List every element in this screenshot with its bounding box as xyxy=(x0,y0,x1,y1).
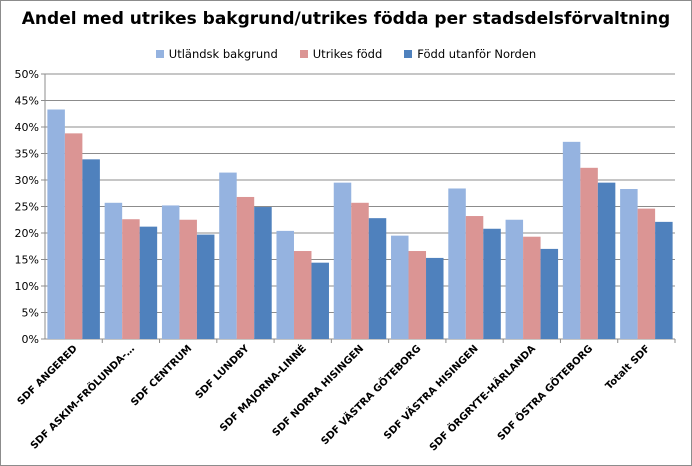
bar xyxy=(351,202,369,339)
bar xyxy=(64,133,83,339)
bar xyxy=(448,188,466,339)
x-category-label: SDF VÄSTRA HISINGEN xyxy=(380,341,481,442)
bar xyxy=(276,230,294,339)
y-tick-label: 5% xyxy=(22,307,39,320)
y-tick-label: 35% xyxy=(15,148,39,161)
bar xyxy=(333,182,352,339)
x-category-label: SDF ANGERED xyxy=(16,343,80,407)
y-tick-label: 30% xyxy=(15,174,39,187)
bar xyxy=(179,219,197,339)
legend-label: Utrikes född xyxy=(312,47,383,61)
legend-item-utrikes-fodd: Utrikes född xyxy=(299,47,383,61)
bar xyxy=(161,205,180,339)
bar xyxy=(655,221,673,339)
y-tick-label: 10% xyxy=(15,280,39,293)
x-category-label: SDF ÖRGRYTE-HÄRLANDA xyxy=(426,341,538,453)
bar xyxy=(637,208,656,339)
y-tick-label: 40% xyxy=(15,121,39,134)
x-category-label: SDF ÖSTRA GÖTEBORG xyxy=(494,341,596,443)
legend: Utländsk bakgrund Utrikes född Född utan… xyxy=(1,47,691,61)
x-category-label: Totalt SDF xyxy=(604,343,653,392)
legend-swatch xyxy=(404,50,413,58)
y-tick-label: 0% xyxy=(22,333,39,346)
y-tick-label: 15% xyxy=(15,254,39,267)
bar xyxy=(580,167,598,339)
bar xyxy=(122,219,140,339)
y-tick-label: 50% xyxy=(15,68,39,81)
bar xyxy=(368,218,387,339)
bar xyxy=(540,248,559,339)
bar xyxy=(505,219,524,339)
bar xyxy=(391,235,409,339)
legend-item-utlandsk-bakgrund: Utländsk bakgrund xyxy=(155,47,278,61)
bar xyxy=(311,262,329,339)
y-tick-label: 45% xyxy=(15,95,39,108)
bar xyxy=(82,159,100,339)
y-tick-label: 25% xyxy=(15,201,39,214)
bar xyxy=(408,251,427,339)
y-tick-label: 20% xyxy=(15,227,39,240)
bar xyxy=(562,141,581,339)
x-category-label: SDF NORRA HISINGEN xyxy=(271,343,367,439)
legend-swatch xyxy=(299,50,308,58)
bar xyxy=(47,109,65,339)
legend-swatch xyxy=(155,50,164,58)
bar xyxy=(597,182,616,339)
legend-label: Född utanför Norden xyxy=(417,47,537,61)
bar xyxy=(139,226,158,339)
bar xyxy=(254,207,272,339)
bar xyxy=(426,257,444,339)
bar xyxy=(293,251,312,339)
legend-item-fodd-utanfor-norden: Född utanför Norden xyxy=(404,47,536,61)
bar xyxy=(523,236,541,339)
x-category-label: SDF LUNDBY xyxy=(194,343,252,401)
bar xyxy=(465,216,484,339)
bar xyxy=(196,234,215,339)
bar xyxy=(483,228,501,339)
x-category-label: SDF ASKIM-FRÖLUNDA-… xyxy=(27,341,137,451)
legend-label: Utländsk bakgrund xyxy=(168,47,278,61)
bar xyxy=(104,202,123,339)
bar xyxy=(236,196,255,339)
chart-title: Andel med utrikes bakgrund/utrikes födda… xyxy=(21,9,671,29)
x-category-label: SDF VÄSTRA GÖTEBORG xyxy=(317,341,423,447)
bar xyxy=(219,172,237,339)
bar xyxy=(620,189,638,339)
x-category-label: SDF CENTRUM xyxy=(129,343,194,408)
